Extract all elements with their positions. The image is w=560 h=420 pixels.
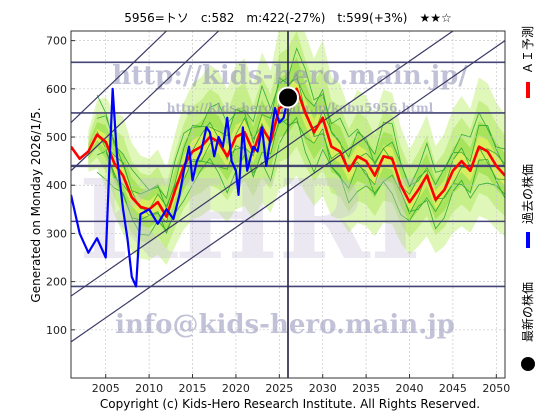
x-tick-label: 2035 — [352, 382, 380, 395]
x-tick-label: 2005 — [92, 382, 120, 395]
watermark-email: info@kids-hero.main.jp — [115, 310, 455, 340]
legend-item: 最新の株価 — [520, 282, 535, 371]
y-axis-label: Generated on Monday 2026/1/5. — [29, 107, 43, 302]
scenario-line — [96, 77, 505, 211]
copyright: Copyright (c) Kids-Hero Research Institu… — [100, 397, 480, 411]
legend-swatch — [521, 357, 535, 371]
x-tick-label: 2040 — [396, 382, 424, 395]
watermark-url: http://kids-hero.main.jp/ — [112, 61, 468, 91]
x-tick-label: 2050 — [482, 382, 510, 395]
legend-item: 過去の株価 — [520, 164, 535, 248]
legend-label: ＡＩ予測 — [521, 26, 535, 74]
x-tick-label: 2020 — [222, 382, 250, 395]
x-tick-label: 2045 — [439, 382, 467, 395]
x-tick-label: 2010 — [135, 382, 163, 395]
y-tick-label: 100 — [46, 324, 67, 337]
scenario-line — [96, 47, 505, 200]
x-tick-label: 2030 — [309, 382, 337, 395]
y-tick-label: 500 — [46, 131, 67, 144]
channel-line — [71, 31, 167, 124]
x-axis: 2005 2010 2015 2020 2025 2030 2035 2040 2045 2050 — [92, 374, 510, 395]
x-tick-label: 2025 — [265, 382, 293, 395]
watermark-logo: KHRI — [79, 155, 421, 284]
legend-label: 過去の株価 — [520, 164, 535, 224]
plot-area: KHRI http://kids-hero.main.jp/ http://ki… — [71, 31, 505, 378]
chart-title: 5956=トソ c:582 m:422(-27%) t:599(+3%) ★★☆ — [124, 11, 452, 25]
current-price-marker — [277, 86, 299, 109]
scenario-line — [96, 117, 505, 235]
watermarks: KHRI http://kids-hero.main.jp/ http://ki… — [79, 61, 468, 340]
y-tick-label: 700 — [46, 35, 67, 48]
past-price-line — [71, 87, 290, 288]
watermark-url-small: http://kids-hero.main.jp/kabu5956.html — [167, 101, 434, 115]
y-tick-label: 600 — [46, 83, 67, 96]
legend-item: ＡＩ予測 — [521, 26, 535, 98]
channel-line — [71, 31, 219, 172]
y-tick-label: 300 — [46, 227, 67, 240]
plot-frame — [70, 30, 506, 379]
channel-line — [71, 31, 454, 297]
y-tick-label: 400 — [46, 179, 67, 192]
y-axis: 100 200 300 400 500 600 700 — [46, 35, 75, 337]
y-tick-label: 200 — [46, 276, 67, 289]
x-tick-label: 2015 — [179, 382, 207, 395]
latest-price-dot — [277, 86, 299, 109]
legend-label: 最新の株価 — [520, 282, 535, 342]
